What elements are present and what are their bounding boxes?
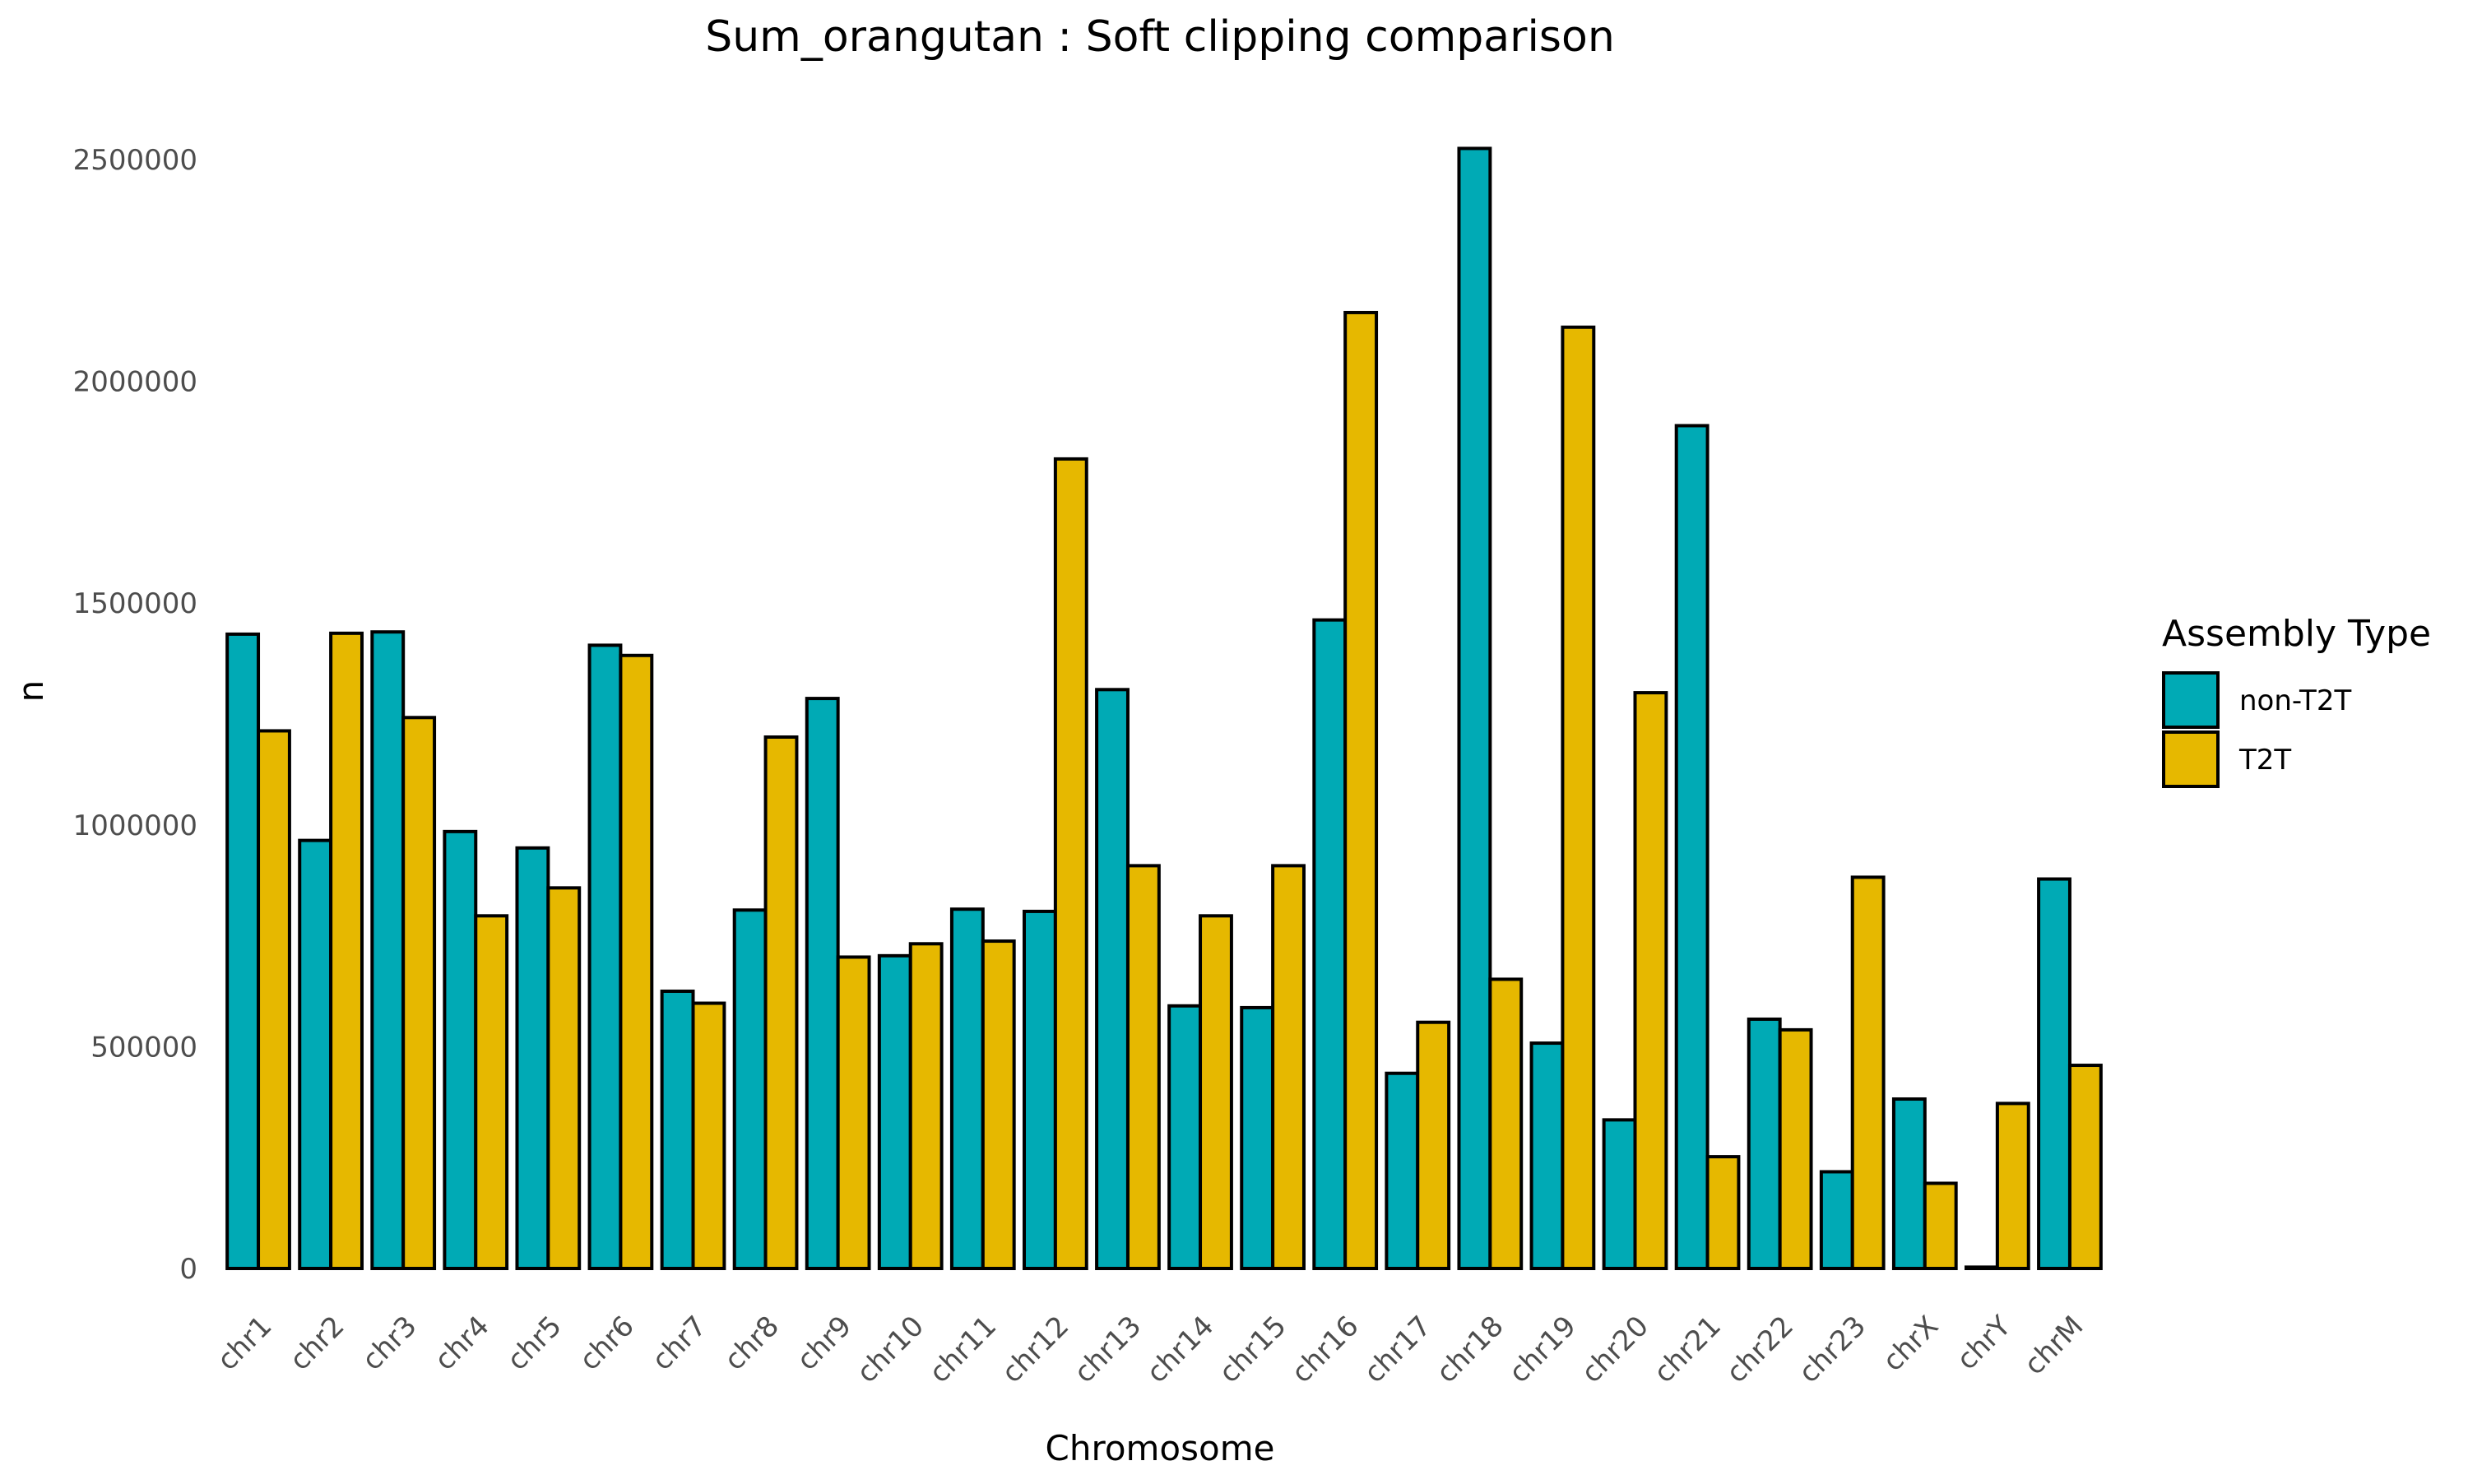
x-tick-label: chr2 [284, 1310, 351, 1377]
y-tick-label: 1500000 [73, 587, 197, 620]
x-tick-label: chr15 [1213, 1310, 1292, 1389]
bar-t2t-chr22 [1778, 1027, 1813, 1270]
bar-non-t2t-chr5 [515, 846, 550, 1270]
bar-non-t2t-chrY [1965, 1265, 1999, 1271]
bar-non-t2t-chr9 [805, 697, 840, 1270]
bar-non-t2t-chr19 [1529, 1041, 1565, 1271]
bar-non-t2t-chr18 [1457, 146, 1492, 1271]
bar-non-t2t-chr1 [225, 632, 261, 1270]
x-tick-label: chr19 [1503, 1310, 1583, 1389]
legend: Assembly Type non-T2T T2T [2162, 613, 2431, 788]
bar-t2t-chr11 [981, 939, 1016, 1271]
y-tick-label: 1000000 [73, 809, 197, 842]
x-tick-label: chr10 [851, 1310, 930, 1389]
y-tick-label: 0 [179, 1253, 197, 1286]
bar-non-t2t-chr17 [1385, 1071, 1420, 1270]
x-tick-label: chr12 [995, 1310, 1075, 1389]
x-tick-label: chr17 [1357, 1310, 1437, 1389]
bar-t2t-chr14 [1199, 914, 1233, 1270]
bar-non-t2t-chr2 [298, 838, 333, 1270]
legend-swatch-t2t [2162, 730, 2220, 788]
bar-t2t-chrM [2067, 1064, 2103, 1271]
bar-non-t2t-chr10 [877, 953, 912, 1270]
x-tick-label: chr16 [1285, 1310, 1365, 1389]
y-axis-ticks: 0 500000 1000000 1500000 2000000 2500000 [73, 144, 197, 1286]
bar-t2t-chrX [1923, 1181, 1958, 1270]
bar-t2t-chr12 [1053, 457, 1088, 1270]
bar-t2t-chr9 [836, 955, 871, 1270]
x-tick-label: chr9 [791, 1310, 858, 1377]
bar-t2t-chr20 [1633, 691, 1668, 1270]
bar-t2t-chr17 [1416, 1020, 1451, 1270]
bar-t2t-chr23 [1850, 875, 1886, 1270]
bar-t2t-chr13 [1125, 864, 1161, 1270]
x-tick-label: chr13 [1068, 1310, 1148, 1389]
bar-t2t-chr1 [257, 729, 291, 1270]
x-tick-label: chrY [1951, 1310, 2017, 1376]
x-tick-label: chr22 [1720, 1310, 1800, 1389]
bar-t2t-chr16 [1343, 310, 1379, 1271]
bar-t2t-chr21 [1705, 1155, 1741, 1271]
legend-items: non-T2T T2T [2162, 671, 2351, 788]
x-tick-label: chr7 [646, 1310, 713, 1377]
bar-t2t-chr18 [1488, 977, 1524, 1270]
x-tick-label: chr18 [1430, 1310, 1510, 1389]
bar-non-t2t-chr3 [370, 630, 406, 1270]
x-tick-label: chr21 [1648, 1310, 1728, 1389]
bar-non-t2t-chr12 [1023, 909, 1057, 1270]
bar-t2t-chr7 [691, 1001, 726, 1271]
bar-non-t2t-chr21 [1674, 424, 1710, 1270]
x-tick-label: chr23 [1793, 1310, 1872, 1389]
y-tick-label: 2000000 [73, 366, 197, 399]
legend-label: non-T2T [2239, 684, 2351, 717]
bar-non-t2t-chr4 [443, 829, 478, 1270]
bar-t2t-chr5 [546, 886, 582, 1270]
bar-t2t-chrY [1995, 1101, 2030, 1270]
bar-t2t-chr15 [1271, 864, 1306, 1270]
bar-non-t2t-chr22 [1747, 1017, 1782, 1270]
bar-non-t2t-chr14 [1167, 1004, 1203, 1270]
bars [225, 146, 2103, 1271]
bar-non-t2t-chr20 [1602, 1118, 1637, 1270]
y-tick-label: 2500000 [73, 144, 197, 177]
bar-non-t2t-chrM [2037, 877, 2071, 1271]
bar-non-t2t-chr8 [732, 908, 768, 1270]
bar-t2t-chr10 [908, 942, 944, 1270]
chart-title: Sum_orangutan : Soft clipping comparison [705, 12, 1615, 62]
bar-t2t-chr19 [1561, 325, 1596, 1270]
x-tick-label: chr14 [1140, 1310, 1220, 1389]
bar-non-t2t-chr16 [1312, 618, 1348, 1270]
bar-non-t2t-chr15 [1240, 1005, 1275, 1270]
x-tick-label: chr1 [211, 1310, 278, 1377]
bar-non-t2t-chr13 [1095, 688, 1130, 1270]
x-tick-label: chr4 [429, 1310, 496, 1377]
legend-label: T2T [2238, 744, 2291, 777]
bar-t2t-chr8 [763, 735, 799, 1270]
bar-non-t2t-chr11 [949, 907, 985, 1270]
y-tick-label: 500000 [90, 1031, 197, 1064]
x-tick-label: chrM [2018, 1310, 2090, 1381]
legend-title: Assembly Type [2162, 613, 2431, 655]
x-tick-label: chr6 [573, 1310, 641, 1377]
x-tick-label: chr8 [718, 1310, 786, 1377]
bar-non-t2t-chrX [1891, 1097, 1927, 1270]
bar-t2t-chr2 [329, 631, 364, 1270]
x-axis-title: Chromosome [1046, 1428, 1275, 1468]
legend-swatch-non-t2t [2162, 671, 2220, 729]
x-tick-label: chr11 [923, 1310, 1003, 1389]
bar-t2t-chr6 [619, 653, 654, 1270]
x-tick-label: chr20 [1575, 1310, 1655, 1389]
x-tick-label: chr3 [356, 1310, 424, 1377]
y-axis-title: n [11, 680, 51, 703]
bar-t2t-chr4 [474, 914, 509, 1270]
x-tick-label: chrX [1877, 1310, 1945, 1378]
x-tick-label: chr5 [501, 1310, 568, 1377]
x-axis-ticks: chr1 chr2 chr3 chr4 chr5 chr6 chr7 chr8 chr9chr1… [211, 1310, 2090, 1389]
bar-non-t2t-chr6 [587, 643, 623, 1270]
bar-non-t2t-chr7 [660, 989, 695, 1270]
bar-non-t2t-chr23 [1819, 1170, 1854, 1270]
bar-t2t-chr3 [401, 716, 437, 1270]
